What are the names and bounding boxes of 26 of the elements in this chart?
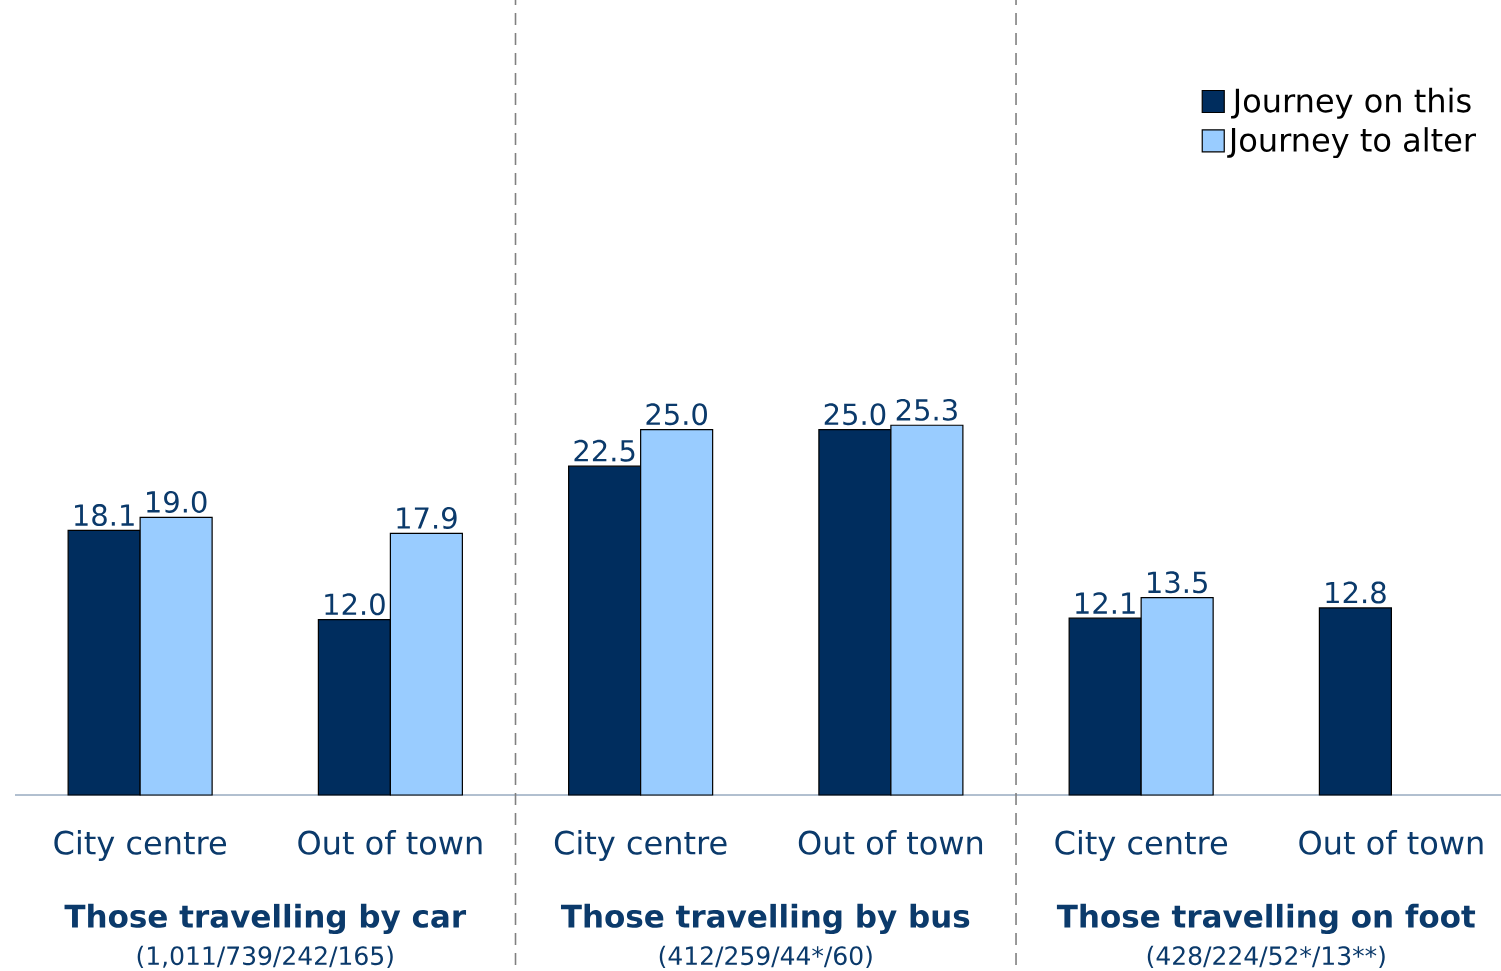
bar (1318, 607, 1392, 796)
data-label: 25.0 (646, 403, 707, 426)
data-label: 19.0 (147, 490, 207, 513)
data-label: 25.3 (896, 398, 957, 421)
data-label: 17.9 (397, 507, 457, 529)
x-tick-label: Out of town (298, 830, 482, 855)
text: Those travelling on foot (1056, 903, 1476, 935)
x-tick-label: Out of town (798, 830, 983, 855)
text: (412/259/44*/60) (659, 945, 872, 969)
text: (1,011/739/242/165) (137, 945, 393, 969)
data-label: 12.8 (1326, 581, 1386, 604)
x-tick-label: Out of town (1299, 830, 1483, 855)
legend-label: Journey to alter (1227, 127, 1476, 159)
text: Those travelling by car (64, 903, 467, 935)
legend-label: Journey on this (1231, 87, 1471, 119)
data-label: 25.0 (824, 403, 886, 426)
text: (428/224/52*/13**) (1147, 945, 1385, 969)
x-tick-label: City centre (554, 830, 727, 862)
data-label: 13.5 (1148, 571, 1207, 594)
text: Those travelling by bus (560, 903, 970, 935)
x-tick-label: City centre (1055, 830, 1228, 862)
data-label: 22.5 (574, 439, 635, 462)
data-label: 18.1 (75, 504, 134, 527)
data-label: 12.1 (1076, 592, 1135, 614)
x-tick-label: City centre (54, 830, 227, 862)
data-label: 12.0 (325, 593, 385, 616)
